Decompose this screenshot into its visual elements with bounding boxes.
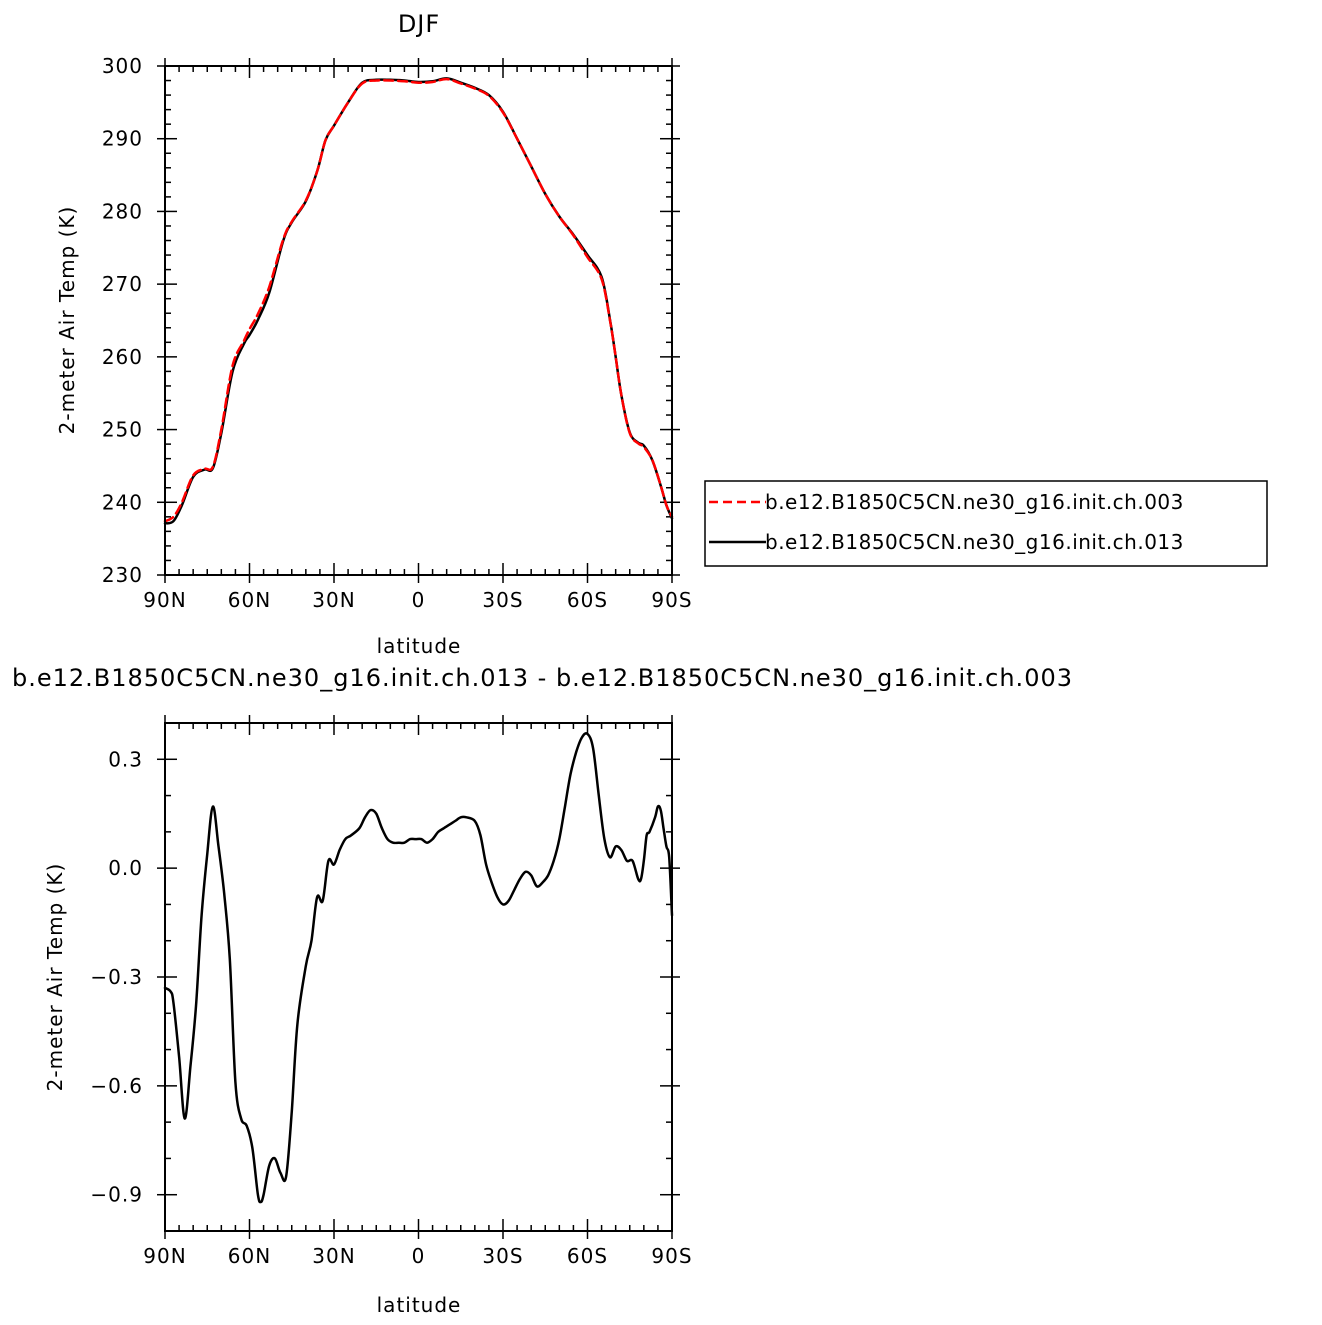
top-plot-series [163,77,674,525]
y-tick-label: 260 [102,345,143,369]
bottom-plot-frame [164,722,673,1232]
x-tick-label: 90N [143,588,186,612]
temperature-plot-panel: DJF 90N 60N 30N 0 30S 60S 90S 2302402502602702… [55,10,692,658]
bottom-y-tick-labels: −0.9 −0.6 −0.3 0.0 0.3 [90,747,143,1207]
legend-label-003: b.e12.B1850C5CN.ne30_g16.init.ch.003 [765,490,1184,514]
legend: b.e12.B1850C5CN.ne30_g16.init.ch.003 b.e… [704,480,1268,567]
x-tick-label: 30S [482,588,523,612]
y-tick-label: 230 [102,563,143,587]
y-tick-label: 0.3 [108,747,143,771]
top-x-axis-label: latitude [377,634,462,658]
y-tick-label: 270 [102,272,143,296]
y-tick-label: −0.9 [90,1183,143,1207]
top-y-axis-label: 2-meter Air Temp (K) [55,206,79,435]
x-tick-label: 60N [228,1244,271,1268]
x-tick-label: 90N [143,1244,186,1268]
bottom-x-axis-label: latitude [377,1293,462,1317]
y-tick-label: −0.3 [90,965,143,989]
top-x-tick-labels: 90N 60N 30N 0 30S 60S 90S [143,588,692,612]
x-tick-label: 30N [312,1244,355,1268]
x-tick-label: 0 [412,1244,426,1268]
y-tick-label: 300 [102,54,143,78]
x-tick-label: 60N [228,588,271,612]
legend-box [704,480,1268,567]
top-axis-ticks [157,58,680,583]
y-tick-label: 0.0 [108,856,143,880]
bottom-plot-series [163,732,674,1204]
y-tick-label: 280 [102,199,143,223]
difference-plot-panel: b.e12.B1850C5CN.ne30_g16.init.ch.013 - b… [12,664,1073,1317]
x-tick-label: 60S [567,1244,608,1268]
x-tick-label: 60S [567,588,608,612]
series-line-bottom-0 [163,732,674,1204]
x-tick-label: 90S [651,588,692,612]
top-y-tick-labels: 230 240 250 260 270 280 290 300 [102,54,143,587]
x-tick-label: 30N [312,588,355,612]
top-plot-frame [164,65,673,576]
x-tick-label: 0 [412,588,426,612]
series-line-top-0 [163,77,674,523]
bottom-axis-ticks [157,715,680,1239]
y-tick-label: −0.6 [90,1074,143,1098]
bottom-y-axis-label: 2-meter Air Temp (K) [43,863,67,1092]
x-tick-label: 90S [651,1244,692,1268]
y-tick-label: 290 [102,127,143,151]
legend-label-013: b.e12.B1850C5CN.ne30_g16.init.ch.013 [765,530,1184,554]
series-line-top-1 [163,77,674,525]
bottom-plot-title: b.e12.B1850C5CN.ne30_g16.init.ch.013 - b… [12,664,1073,692]
top-plot-title: DJF [398,10,440,38]
x-tick-label: 30S [482,1244,523,1268]
y-tick-label: 240 [102,490,143,514]
y-tick-label: 250 [102,418,143,442]
bottom-x-tick-labels: 90N 60N 30N 0 30S 60S 90S [143,1244,692,1268]
